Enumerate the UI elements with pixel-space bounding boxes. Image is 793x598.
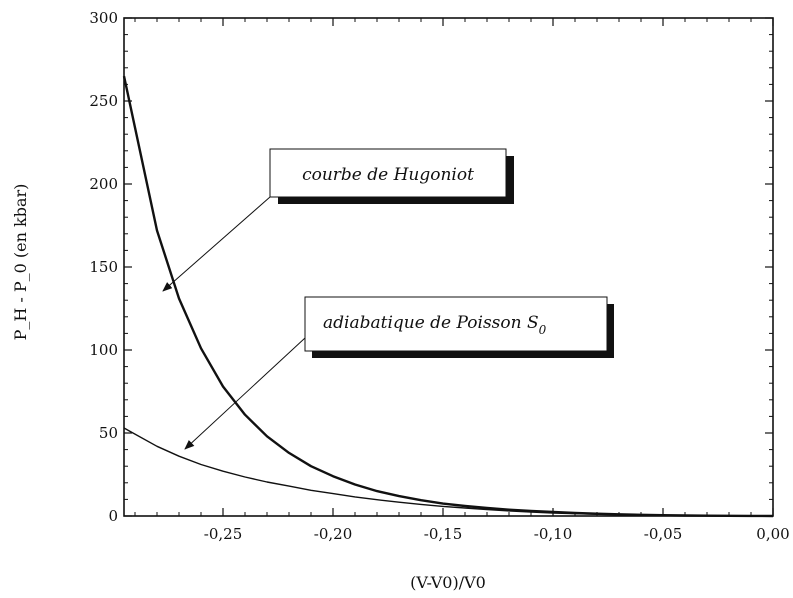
y-tick-label: 150: [89, 258, 118, 276]
annotation-hugoniot-label: courbe de Hugoniot: [302, 165, 474, 185]
x-tick-label: -0,10: [534, 525, 572, 543]
x-tick-label: -0,05: [644, 525, 682, 543]
annotation-hugoniot: courbe de Hugoniot: [162, 148, 514, 292]
annotation-hugoniot-box: [269, 148, 507, 198]
ticks: 0 50 100 150 200 250 300 -0,25 -0,20 -0,15 -0,10 -0…: [89, 9, 789, 543]
series-line-1: [122, 75, 774, 518]
annotation-poisson-box: [304, 296, 608, 352]
y-axis-title: P_H - P_0 (en kbar): [11, 184, 30, 341]
x-tick-label: -0,20: [314, 525, 352, 543]
y-tick-label: 50: [99, 424, 118, 442]
y-tick-label: 250: [89, 92, 118, 110]
x-tick-label: -0,15: [424, 525, 462, 543]
annotation-poisson-label-sub: 0: [539, 323, 547, 337]
series-line-2: [123, 427, 773, 517]
y-tick-label: 300: [89, 9, 118, 27]
y-tick-label: 0: [108, 507, 118, 525]
axes: [123, 17, 774, 517]
x-tick-label: -0,25: [204, 525, 242, 543]
series-group: [122, 75, 774, 518]
annotation-poisson-arrow: [184, 337, 306, 450]
y-tick-label: 200: [89, 175, 118, 193]
annotation-poisson-label: adiabatique de Poisson S0: [323, 313, 547, 337]
annotation-poisson-label-main: adiabatique de Poisson S: [323, 313, 539, 333]
annotation-poisson: adiabatique de Poisson S0: [184, 296, 614, 450]
plot-frame: [123, 17, 774, 517]
x-tick-label: 0,00: [756, 525, 789, 543]
annotation-hugoniot-arrow: [162, 196, 271, 292]
x-axis-title: (V-V0)/V0: [410, 573, 486, 592]
y-tick-label: 100: [89, 341, 118, 359]
